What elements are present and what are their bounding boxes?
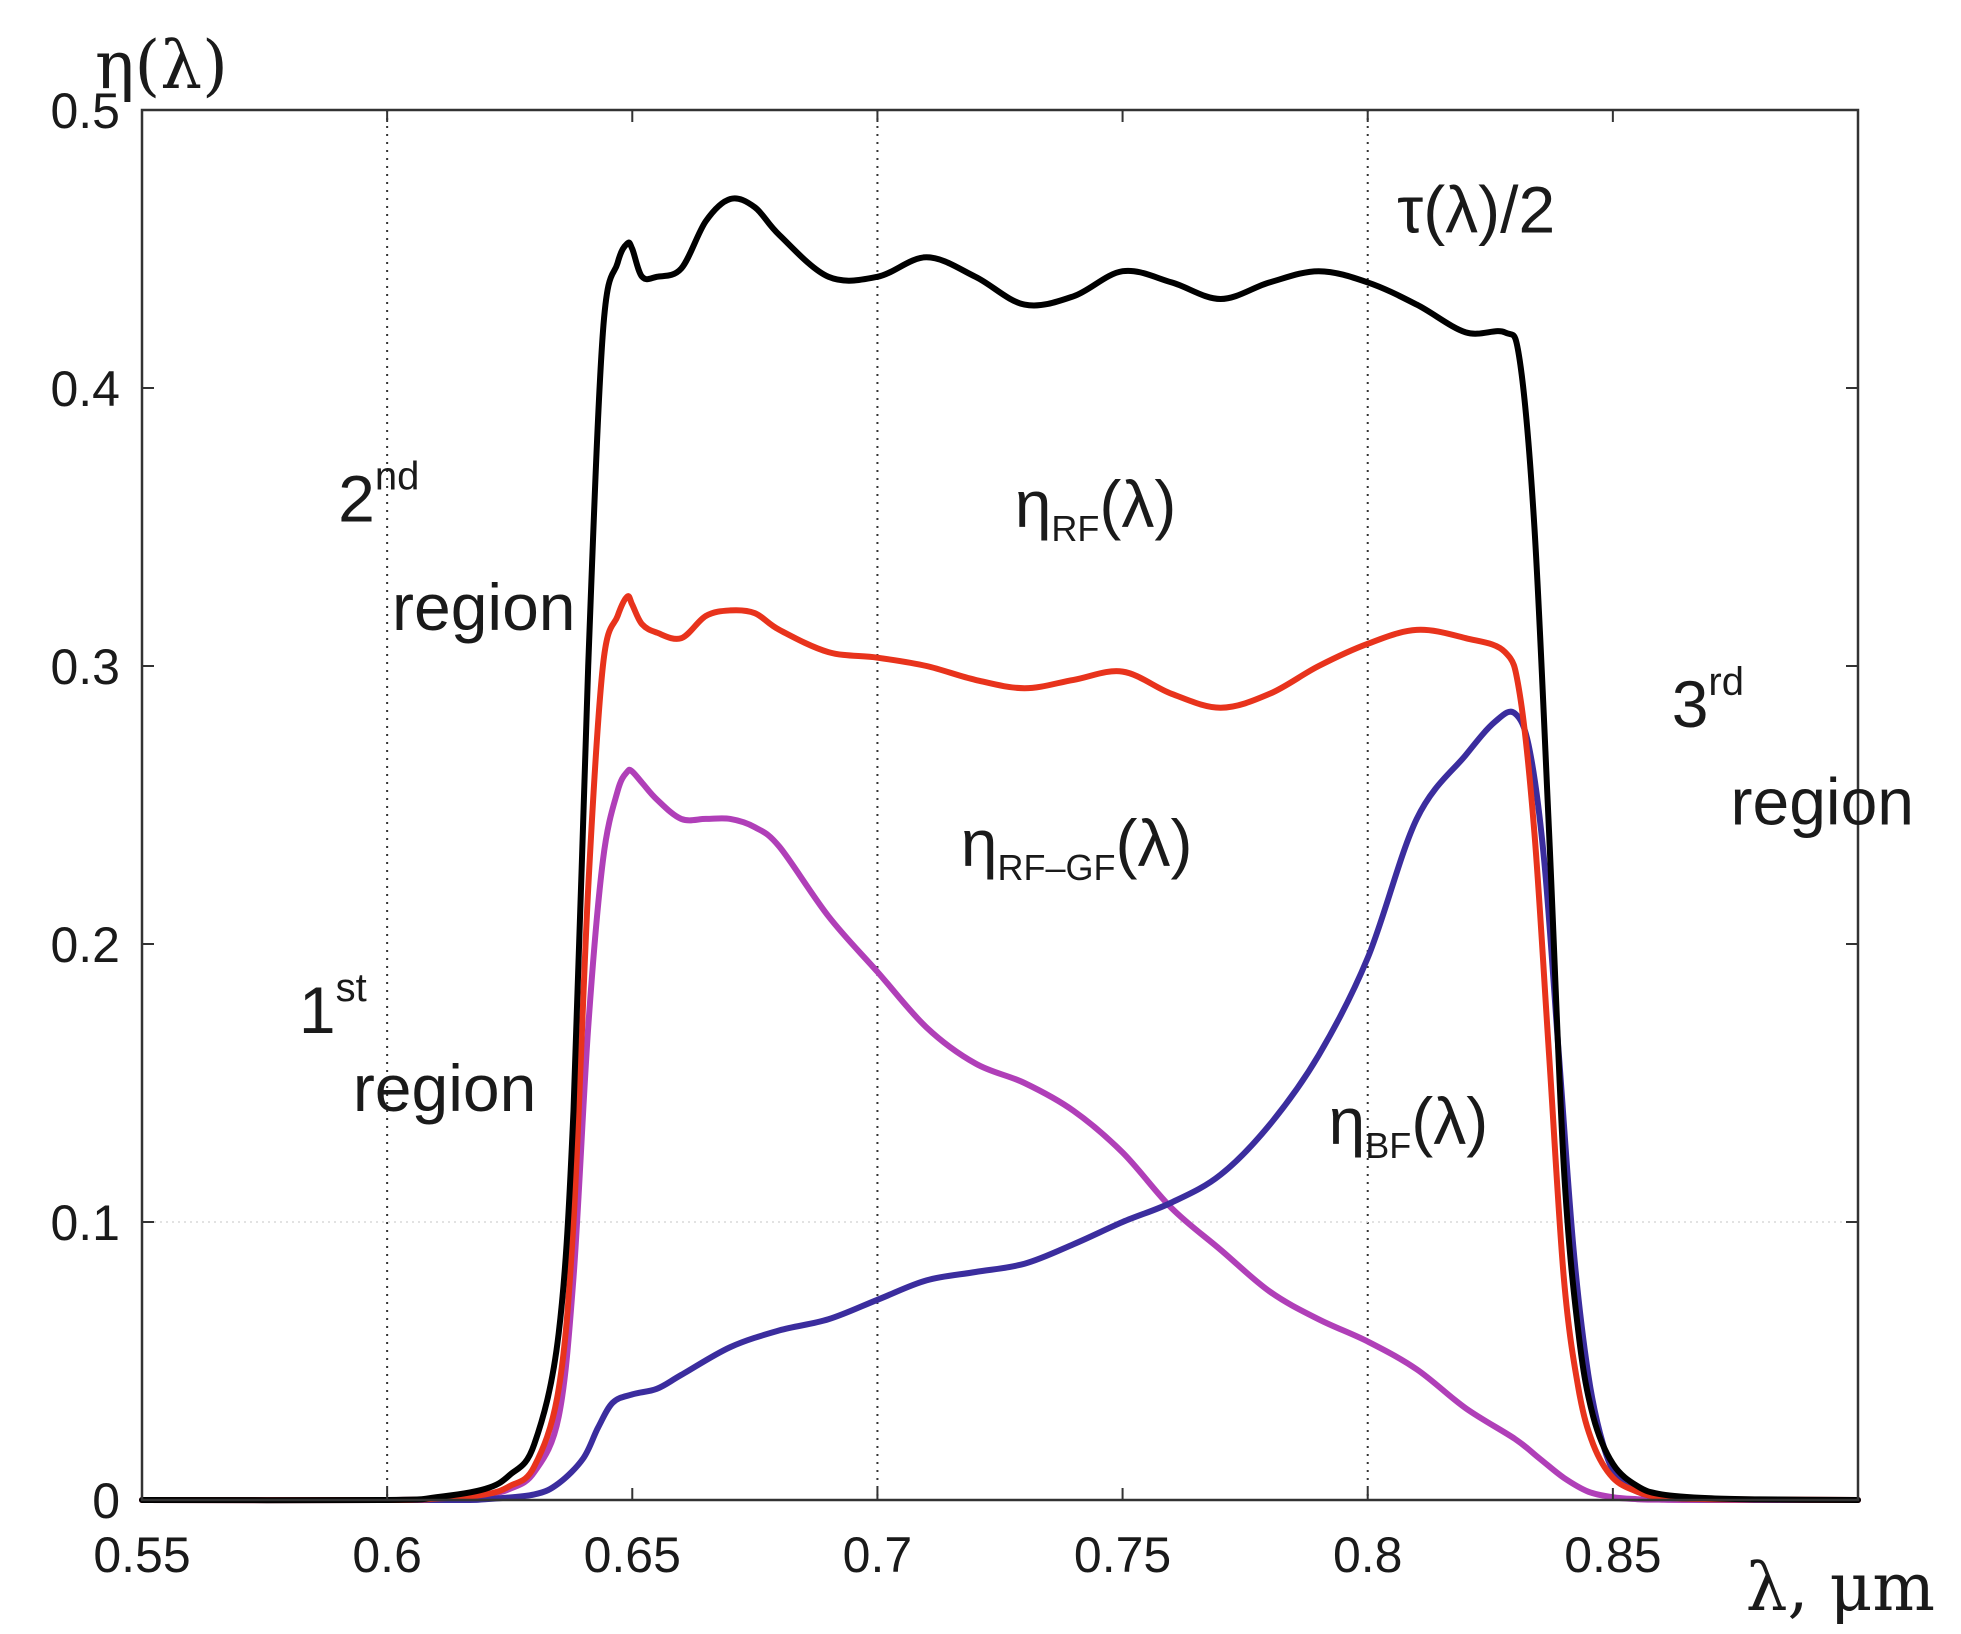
y-tick-label: 0 xyxy=(92,1473,120,1529)
region-2-number: 2nd xyxy=(338,454,419,535)
y-tick-label: 0.4 xyxy=(50,361,120,417)
x-tick-label: 0.6 xyxy=(352,1527,422,1583)
region-3-number: 3rd xyxy=(1672,660,1744,741)
region-2-word: region xyxy=(392,570,575,644)
series-line-1 xyxy=(139,593,1861,1504)
y-axis-title: η(λ) xyxy=(95,27,228,104)
x-tick-label: 0.55 xyxy=(93,1527,190,1583)
series-layer xyxy=(139,195,1861,1504)
x-tick-label: 0.8 xyxy=(1333,1527,1403,1583)
x-axis-title: λ, μm xyxy=(1746,1549,1935,1626)
y-tick-label: 0.2 xyxy=(50,917,120,973)
x-tick-label: 0.7 xyxy=(843,1527,913,1583)
x-tick-label: 0.65 xyxy=(584,1527,681,1583)
y-tick-label: 0.1 xyxy=(50,1195,120,1251)
series-line-2 xyxy=(139,766,1861,1504)
region-1-number: 1st xyxy=(299,966,367,1047)
series-line-0 xyxy=(139,195,1861,1504)
region-1-word: region xyxy=(353,1051,536,1125)
y-tick-label: 0.3 xyxy=(50,639,120,695)
eta-rf-label: ηRF(λ) xyxy=(1015,467,1177,549)
x-tick-label: 0.85 xyxy=(1564,1527,1661,1583)
tick-layer: 0.55 0.6 0.65 0.7 0.75 0.8 0.85 0 0.1 0.2 0.3 0.4 0.… xyxy=(50,83,1858,1583)
eta-rfgf-label: ηRF–GF(λ) xyxy=(961,806,1193,888)
plot-frame xyxy=(140,108,1860,1502)
tau-label: τ(λ)/2 xyxy=(1397,172,1555,246)
series-line-3 xyxy=(139,708,1861,1504)
region-3-word: region xyxy=(1731,764,1914,838)
annotation-layer: τ(λ)/2ηRF(λ)ηRF–GF(λ)ηBF(λ)2ndregion1str… xyxy=(299,172,1914,1166)
y-tick-label: 0.5 xyxy=(50,83,120,139)
grid-layer xyxy=(142,110,1858,1500)
x-tick-label: 0.75 xyxy=(1074,1527,1171,1583)
eta-bf-label: ηBF(λ) xyxy=(1328,1084,1488,1166)
